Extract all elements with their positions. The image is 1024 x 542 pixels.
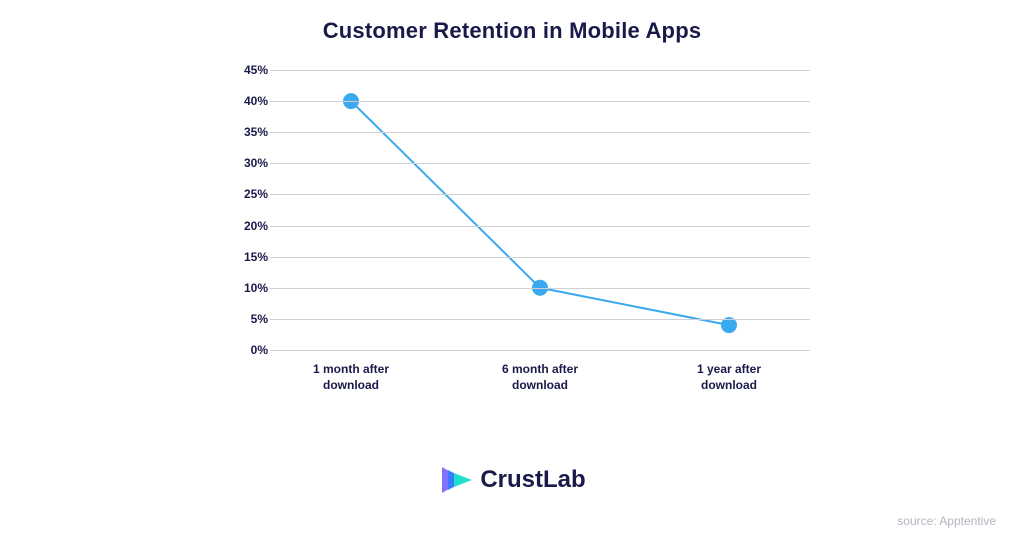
y-axis-label: 0% bbox=[208, 343, 268, 357]
line-series bbox=[270, 70, 810, 350]
y-axis-label: 40% bbox=[208, 94, 268, 108]
source-attribution: source: Apptentive bbox=[897, 514, 996, 528]
y-axis-label: 25% bbox=[208, 187, 268, 201]
y-axis-label: 15% bbox=[208, 250, 268, 264]
brand-logo: CrustLab bbox=[0, 463, 1024, 502]
chart-title: Customer Retention in Mobile Apps bbox=[0, 18, 1024, 44]
x-axis-label: 1 month after download bbox=[291, 362, 411, 393]
y-axis-label: 45% bbox=[208, 63, 268, 77]
gridline bbox=[270, 257, 810, 258]
y-axis-label: 5% bbox=[208, 312, 268, 326]
brand-name: CrustLab bbox=[480, 466, 585, 494]
gridline bbox=[270, 350, 810, 351]
x-axis-label: 1 year after download bbox=[669, 362, 789, 393]
plot-area bbox=[270, 70, 810, 350]
gridline bbox=[270, 194, 810, 195]
x-axis-label: 6 month after download bbox=[480, 362, 600, 393]
brand-secondary: Lab bbox=[543, 466, 586, 493]
y-axis-label: 35% bbox=[208, 125, 268, 139]
gridline bbox=[270, 319, 810, 320]
gridline bbox=[270, 288, 810, 289]
gridline bbox=[270, 226, 810, 227]
crustlab-icon bbox=[438, 463, 472, 497]
gridline bbox=[270, 101, 810, 102]
chart-container: Customer Retention in Mobile Apps 0% 5% 10… bbox=[0, 0, 1024, 542]
y-axis-label: 10% bbox=[208, 281, 268, 295]
gridline bbox=[270, 132, 810, 133]
gridline bbox=[270, 163, 810, 164]
brand-primary: Crust bbox=[480, 466, 543, 493]
gridline bbox=[270, 70, 810, 71]
y-axis-label: 20% bbox=[208, 219, 268, 233]
chart-area: 0%5%10%15%20%25%30%35%40%45%1 month afte… bbox=[200, 70, 820, 410]
y-axis-label: 30% bbox=[208, 156, 268, 170]
